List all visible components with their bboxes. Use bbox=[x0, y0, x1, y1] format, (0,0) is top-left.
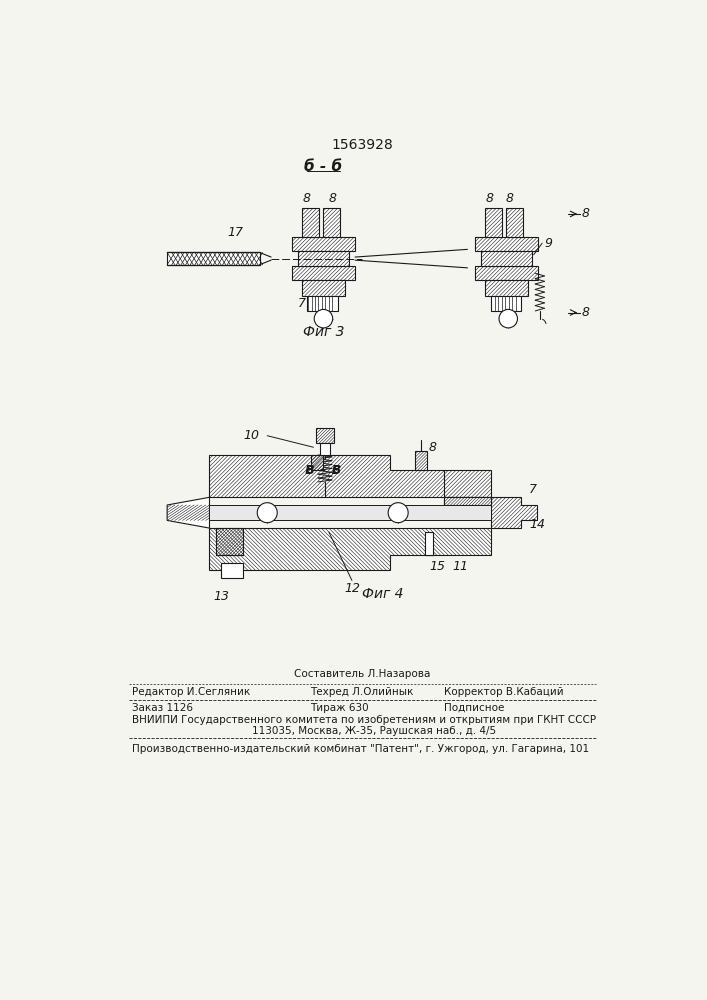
Bar bbox=[320, 443, 329, 455]
Text: б - б: б - б bbox=[305, 159, 342, 174]
Bar bbox=[209, 505, 491, 520]
Circle shape bbox=[314, 309, 333, 328]
Text: 113035, Москва, Ж-35, Раушская наб., д. 4/5: 113035, Москва, Ж-35, Раушская наб., д. … bbox=[252, 726, 496, 736]
Text: 8: 8 bbox=[329, 192, 337, 205]
Bar bbox=[302, 280, 345, 296]
Text: Техред Л.Олийнык: Техред Л.Олийнык bbox=[310, 687, 413, 697]
Text: 9: 9 bbox=[544, 237, 552, 250]
Bar bbox=[221, 563, 243, 578]
Polygon shape bbox=[209, 528, 491, 570]
Bar bbox=[308, 296, 338, 311]
Bar bbox=[485, 280, 528, 296]
Text: 8: 8 bbox=[506, 192, 514, 205]
Text: 7: 7 bbox=[298, 297, 305, 310]
Bar bbox=[506, 208, 523, 237]
Bar bbox=[322, 208, 339, 237]
Text: в - в: в - в bbox=[305, 462, 341, 477]
Bar bbox=[298, 251, 349, 266]
Text: 11: 11 bbox=[452, 560, 468, 573]
Text: 8: 8 bbox=[303, 192, 310, 205]
Text: Фиг 4: Фиг 4 bbox=[362, 587, 404, 601]
Text: Производственно-издательский комбинат "Патент", г. Ужгород, ул. Гагарина, 101: Производственно-издательский комбинат "П… bbox=[132, 744, 590, 754]
Text: 10: 10 bbox=[243, 429, 259, 442]
Bar bbox=[167, 252, 259, 265]
Text: Корректор В.Кабаций: Корректор В.Кабаций bbox=[444, 687, 564, 697]
Text: 1563928: 1563928 bbox=[331, 138, 393, 152]
Text: Фиг 3: Фиг 3 bbox=[303, 325, 344, 339]
Polygon shape bbox=[209, 455, 491, 497]
Text: ВНИИПИ Государственного комитета по изобретениям и открытиям при ГКНТ СССР: ВНИИПИ Государственного комитета по изоб… bbox=[132, 715, 597, 725]
Bar bbox=[292, 237, 355, 251]
Text: 8: 8 bbox=[486, 192, 494, 205]
Bar bbox=[311, 455, 322, 470]
Bar bbox=[415, 451, 428, 470]
Bar bbox=[485, 208, 502, 237]
Bar bbox=[316, 428, 334, 443]
Circle shape bbox=[388, 503, 408, 523]
Circle shape bbox=[257, 503, 277, 523]
Text: Тираж 630: Тираж 630 bbox=[310, 703, 368, 713]
Text: 13: 13 bbox=[213, 590, 229, 603]
Text: Заказ 1126: Заказ 1126 bbox=[132, 703, 194, 713]
Bar bbox=[302, 208, 319, 237]
Text: 7: 7 bbox=[529, 483, 537, 496]
Bar bbox=[475, 237, 538, 251]
Text: 15: 15 bbox=[429, 560, 445, 573]
Text: 14: 14 bbox=[529, 518, 545, 531]
Bar bbox=[491, 296, 521, 311]
Text: Составитель Л.Назарова: Составитель Л.Назарова bbox=[294, 669, 430, 679]
Text: 8: 8 bbox=[581, 207, 590, 220]
Polygon shape bbox=[491, 497, 537, 528]
Text: 17: 17 bbox=[227, 226, 243, 239]
Bar bbox=[475, 266, 538, 280]
Text: Подписное: Подписное bbox=[444, 703, 505, 713]
Bar bbox=[292, 266, 355, 280]
Bar bbox=[425, 547, 433, 555]
Bar bbox=[425, 532, 433, 555]
Text: 12: 12 bbox=[344, 582, 360, 595]
Circle shape bbox=[499, 309, 518, 328]
Text: Редактор И.Сегляник: Редактор И.Сегляник bbox=[132, 687, 251, 697]
Text: 8: 8 bbox=[429, 441, 437, 454]
Bar bbox=[481, 251, 532, 266]
Bar bbox=[216, 528, 243, 555]
Text: 8: 8 bbox=[581, 306, 590, 319]
Polygon shape bbox=[167, 497, 209, 528]
Bar bbox=[444, 497, 491, 505]
